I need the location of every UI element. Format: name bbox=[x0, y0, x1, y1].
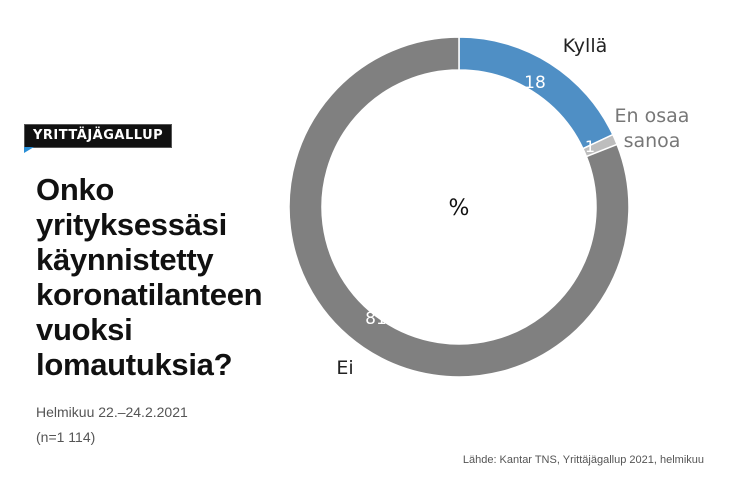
title-line: vuoksi bbox=[36, 312, 133, 347]
category-label: sanoa bbox=[624, 130, 681, 152]
title-line: koronatilanteen bbox=[36, 277, 263, 312]
brand-badge-tab bbox=[24, 147, 34, 153]
brand-badge: YRITTÄJÄGALLUP bbox=[24, 124, 173, 148]
sample-size: (n=1 114) bbox=[36, 429, 96, 445]
category-label: Kyllä bbox=[563, 35, 608, 57]
value-label: 81 bbox=[365, 309, 387, 329]
source-note: Lähde: Kantar TNS, Yrittäjägallup 2021, … bbox=[462, 454, 704, 466]
unit-label: % bbox=[449, 196, 470, 221]
chart-title: Onko yrityksessäsi käynnistetty koronati… bbox=[36, 172, 296, 382]
value-label: 18 bbox=[524, 73, 546, 93]
title-line: lomautuksia? bbox=[36, 347, 233, 382]
donut-slice bbox=[288, 36, 630, 378]
category-label: En osaa bbox=[615, 105, 690, 127]
title-line: käynnistetty bbox=[36, 242, 214, 277]
category-label: Ei bbox=[336, 357, 353, 379]
value-label: 1 bbox=[585, 137, 595, 156]
title-line: yrityksessäsi bbox=[36, 207, 227, 242]
title-line: Onko bbox=[36, 172, 115, 207]
survey-date: Helmikuu 22.–24.2.2021 bbox=[36, 404, 188, 420]
